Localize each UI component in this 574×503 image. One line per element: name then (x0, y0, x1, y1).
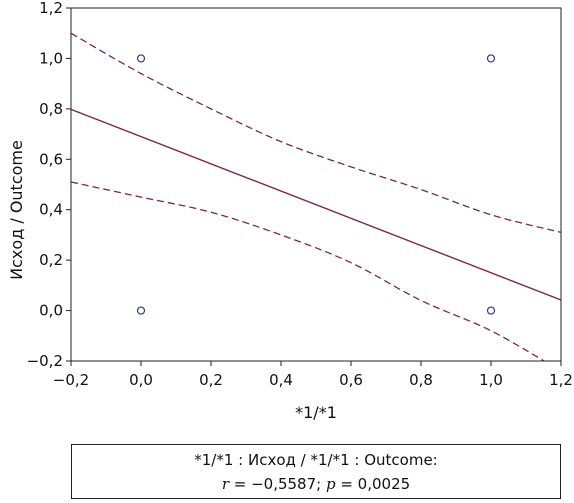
x-tick-label: 1,0 (479, 371, 503, 389)
y-tick-label: 0,0 (39, 302, 63, 320)
y-axis-title: Исход / Outcome (7, 140, 26, 280)
x-tick-label: 1,2 (549, 371, 573, 389)
caption-title: *1/*1 : Исход / *1/*1 : Outcome: (194, 451, 438, 469)
plot-area (71, 32, 561, 361)
y-tick-label: 0,2 (39, 251, 63, 269)
y-tick-label: 0,8 (39, 100, 63, 118)
x-tick-label: −0,2 (53, 371, 89, 389)
x-tick-label: 0,4 (269, 371, 293, 389)
y-tick-label: 0,4 (39, 201, 63, 219)
data-point (486, 54, 496, 63)
scatter-chart: −0,2−0,2 0,0 0,0 0,2 0,2 0,4 0,4 0,6 0,6 0,8 0,8 1,… (7, 0, 573, 422)
x-tick-label: 0,2 (199, 371, 223, 389)
y-tick-label: 1,2 (39, 0, 63, 17)
axes: −0,2−0,2 0,0 0,0 0,2 0,2 0,4 0,4 0,6 0,6 0,8 0,8 1,… (27, 0, 573, 389)
p-value: = 0,0025 (335, 475, 411, 493)
x-tick-label: 0,6 (339, 371, 363, 389)
lower-confidence-band (71, 181, 546, 361)
data-point (136, 306, 146, 315)
y-tick-label: 0,6 (39, 150, 63, 168)
regression-line (71, 108, 561, 301)
r-value: = −0,5587; (228, 475, 326, 493)
y-tick-label: −0,2 (27, 352, 63, 370)
p-symbol: p (325, 475, 336, 493)
statistics-caption: *1/*1 : Исход / *1/*1 : Outcome: r = −0,… (71, 444, 561, 499)
x-axis-title: *1/*1 (295, 403, 337, 422)
data-point (136, 54, 146, 63)
plot-frame (70, 7, 562, 362)
data-point (486, 306, 496, 315)
caption-stats: r = −0,5587; p = 0,0025 (72, 472, 560, 496)
x-tick-label: 0,8 (409, 371, 433, 389)
r-symbol: r (221, 475, 229, 493)
upper-confidence-band (71, 32, 561, 234)
x-tick-label: 0,0 (129, 371, 153, 389)
y-tick-label: 1,0 (39, 49, 63, 67)
